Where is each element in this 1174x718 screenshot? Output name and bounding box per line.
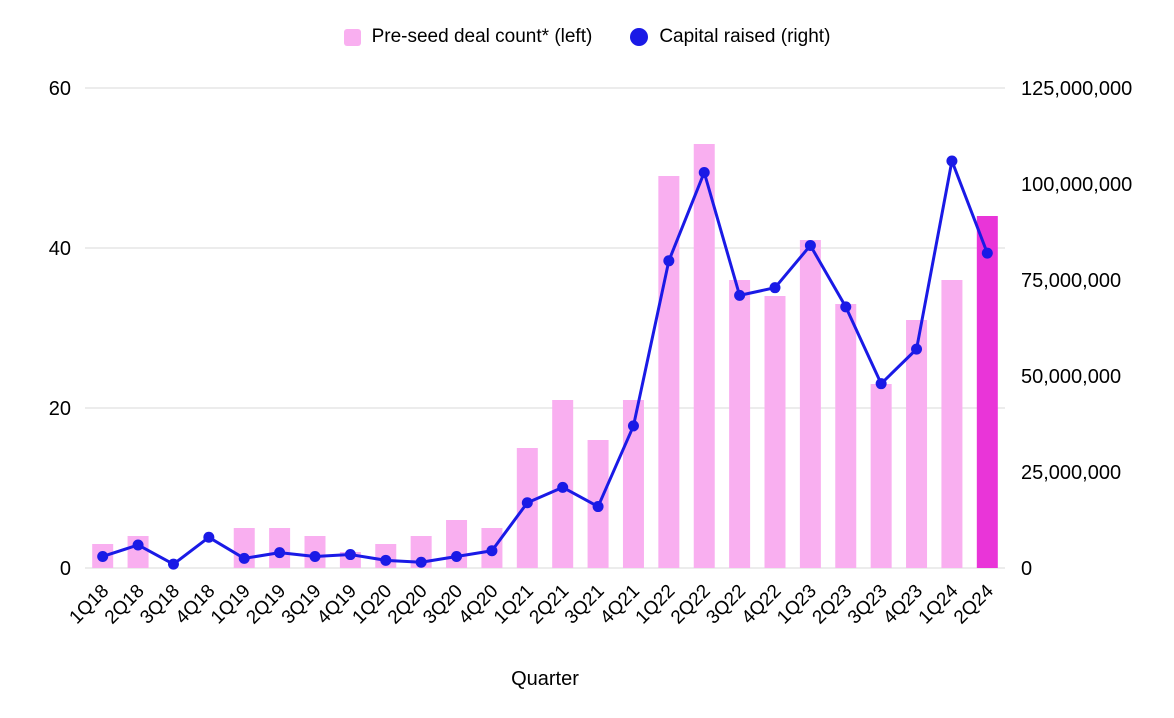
right-axis-tick-label: 75,000,000 [1021, 270, 1121, 292]
x-axis-tick-label: 2Q19 [242, 581, 290, 629]
point-1Q22 [663, 255, 675, 267]
point-1Q23 [804, 239, 816, 251]
x-axis-tick-label: 3Q23 [844, 581, 892, 629]
x-axis-tick-label: 4Q20 [455, 581, 503, 629]
left-axis-tick-label: 60 [49, 78, 71, 100]
point-2Q18 [132, 539, 144, 551]
legend-label-capital-raised: Capital raised (right) [659, 26, 831, 47]
x-axis-tick-label: 4Q23 [879, 581, 927, 629]
x-axis-tick-label: 4Q22 [738, 581, 786, 629]
x-axis-tick-label: 1Q24 [915, 580, 963, 628]
point-1Q24 [946, 155, 958, 167]
bar-2Q22 [693, 144, 715, 568]
right-axis-tick-label: 100,000,000 [1021, 174, 1132, 196]
bar-1Q22 [658, 176, 680, 568]
bar-3Q22 [729, 280, 751, 568]
x-axis-tick-label: 1Q18 [66, 581, 114, 629]
x-axis-tick-label: 2Q22 [667, 581, 715, 629]
point-2Q19 [274, 547, 286, 559]
bar-1Q23 [799, 240, 821, 568]
x-axis-tick-label: 3Q19 [278, 581, 326, 629]
legend-bar-swatch-icon [343, 28, 361, 46]
x-axis-tick-label: 2Q20 [384, 581, 432, 629]
point-4Q23 [911, 343, 923, 355]
legend-item-capital-raised: Capital raised (right) [630, 26, 830, 48]
bar-4Q23 [906, 320, 928, 568]
left-axis-tick-label: 20 [49, 398, 71, 420]
point-2Q20 [415, 556, 427, 568]
x-axis-tick-label: 4Q18 [172, 581, 220, 629]
point-1Q20 [380, 554, 392, 566]
point-4Q21 [627, 420, 639, 432]
bar-4Q21 [622, 400, 644, 568]
left-axis-tick-label: 40 [49, 238, 71, 260]
x-axis-tick-label: 1Q21 [490, 581, 538, 629]
point-1Q19 [238, 552, 250, 564]
point-4Q20 [486, 545, 498, 557]
right-axis-tick-label: 50,000,000 [1021, 366, 1121, 388]
x-axis-tick-label: 3Q21 [561, 581, 609, 629]
right-axis-tick-label: 0 [1021, 558, 1032, 580]
bar-1Q24 [941, 280, 963, 568]
bar-2Q24 [976, 216, 998, 568]
x-axis-tick-label: 1Q23 [773, 581, 821, 629]
x-axis-title: Quarter [511, 668, 579, 690]
point-3Q23 [875, 378, 887, 390]
point-4Q22 [769, 282, 781, 294]
bar-4Q22 [764, 296, 786, 568]
point-2Q24 [981, 247, 993, 259]
x-axis-tick-label: 2Q21 [526, 581, 574, 629]
legend-label-deal-count: Pre-seed deal count* (left) [371, 26, 593, 47]
x-axis-tick-label: 2Q24 [950, 580, 998, 628]
x-axis-tick-label: 1Q20 [349, 581, 397, 629]
point-2Q22 [698, 166, 710, 178]
point-1Q18 [97, 550, 109, 562]
point-3Q20 [451, 550, 463, 562]
point-2Q21 [557, 481, 569, 493]
point-1Q21 [521, 497, 533, 509]
point-4Q19 [344, 549, 356, 561]
point-3Q19 [309, 550, 321, 562]
x-axis-tick-label: 4Q21 [596, 581, 644, 629]
right-axis-tick-label: 125,000,000 [1021, 78, 1132, 100]
point-3Q18 [167, 558, 179, 570]
point-4Q18 [203, 531, 215, 543]
x-axis-tick-label: 4Q19 [313, 581, 361, 629]
right-axis-tick-label: 25,000,000 [1021, 462, 1121, 484]
point-3Q22 [734, 289, 746, 301]
bar-3Q23 [870, 384, 892, 568]
x-axis-tick-label: 2Q18 [101, 581, 149, 629]
left-axis-tick-label: 0 [60, 558, 71, 580]
legend-line-swatch-icon [630, 28, 649, 46]
x-axis-tick-label: 3Q22 [702, 581, 750, 629]
x-axis-tick-label: 1Q19 [207, 581, 255, 629]
x-axis-tick-label: 3Q20 [419, 581, 467, 629]
legend-item-deal-count: Pre-seed deal count* (left) [343, 26, 593, 48]
chart-legend: Pre-seed deal count* (left) Capital rais… [0, 26, 1174, 48]
point-3Q21 [592, 501, 604, 513]
x-axis-tick-label: 2Q23 [809, 581, 857, 629]
x-axis-tick-label: 3Q18 [136, 581, 184, 629]
bar-2Q23 [835, 304, 857, 568]
capital-raised-line [101, 159, 989, 566]
x-axis-tick-label: 1Q22 [632, 581, 680, 629]
point-2Q23 [840, 301, 852, 313]
